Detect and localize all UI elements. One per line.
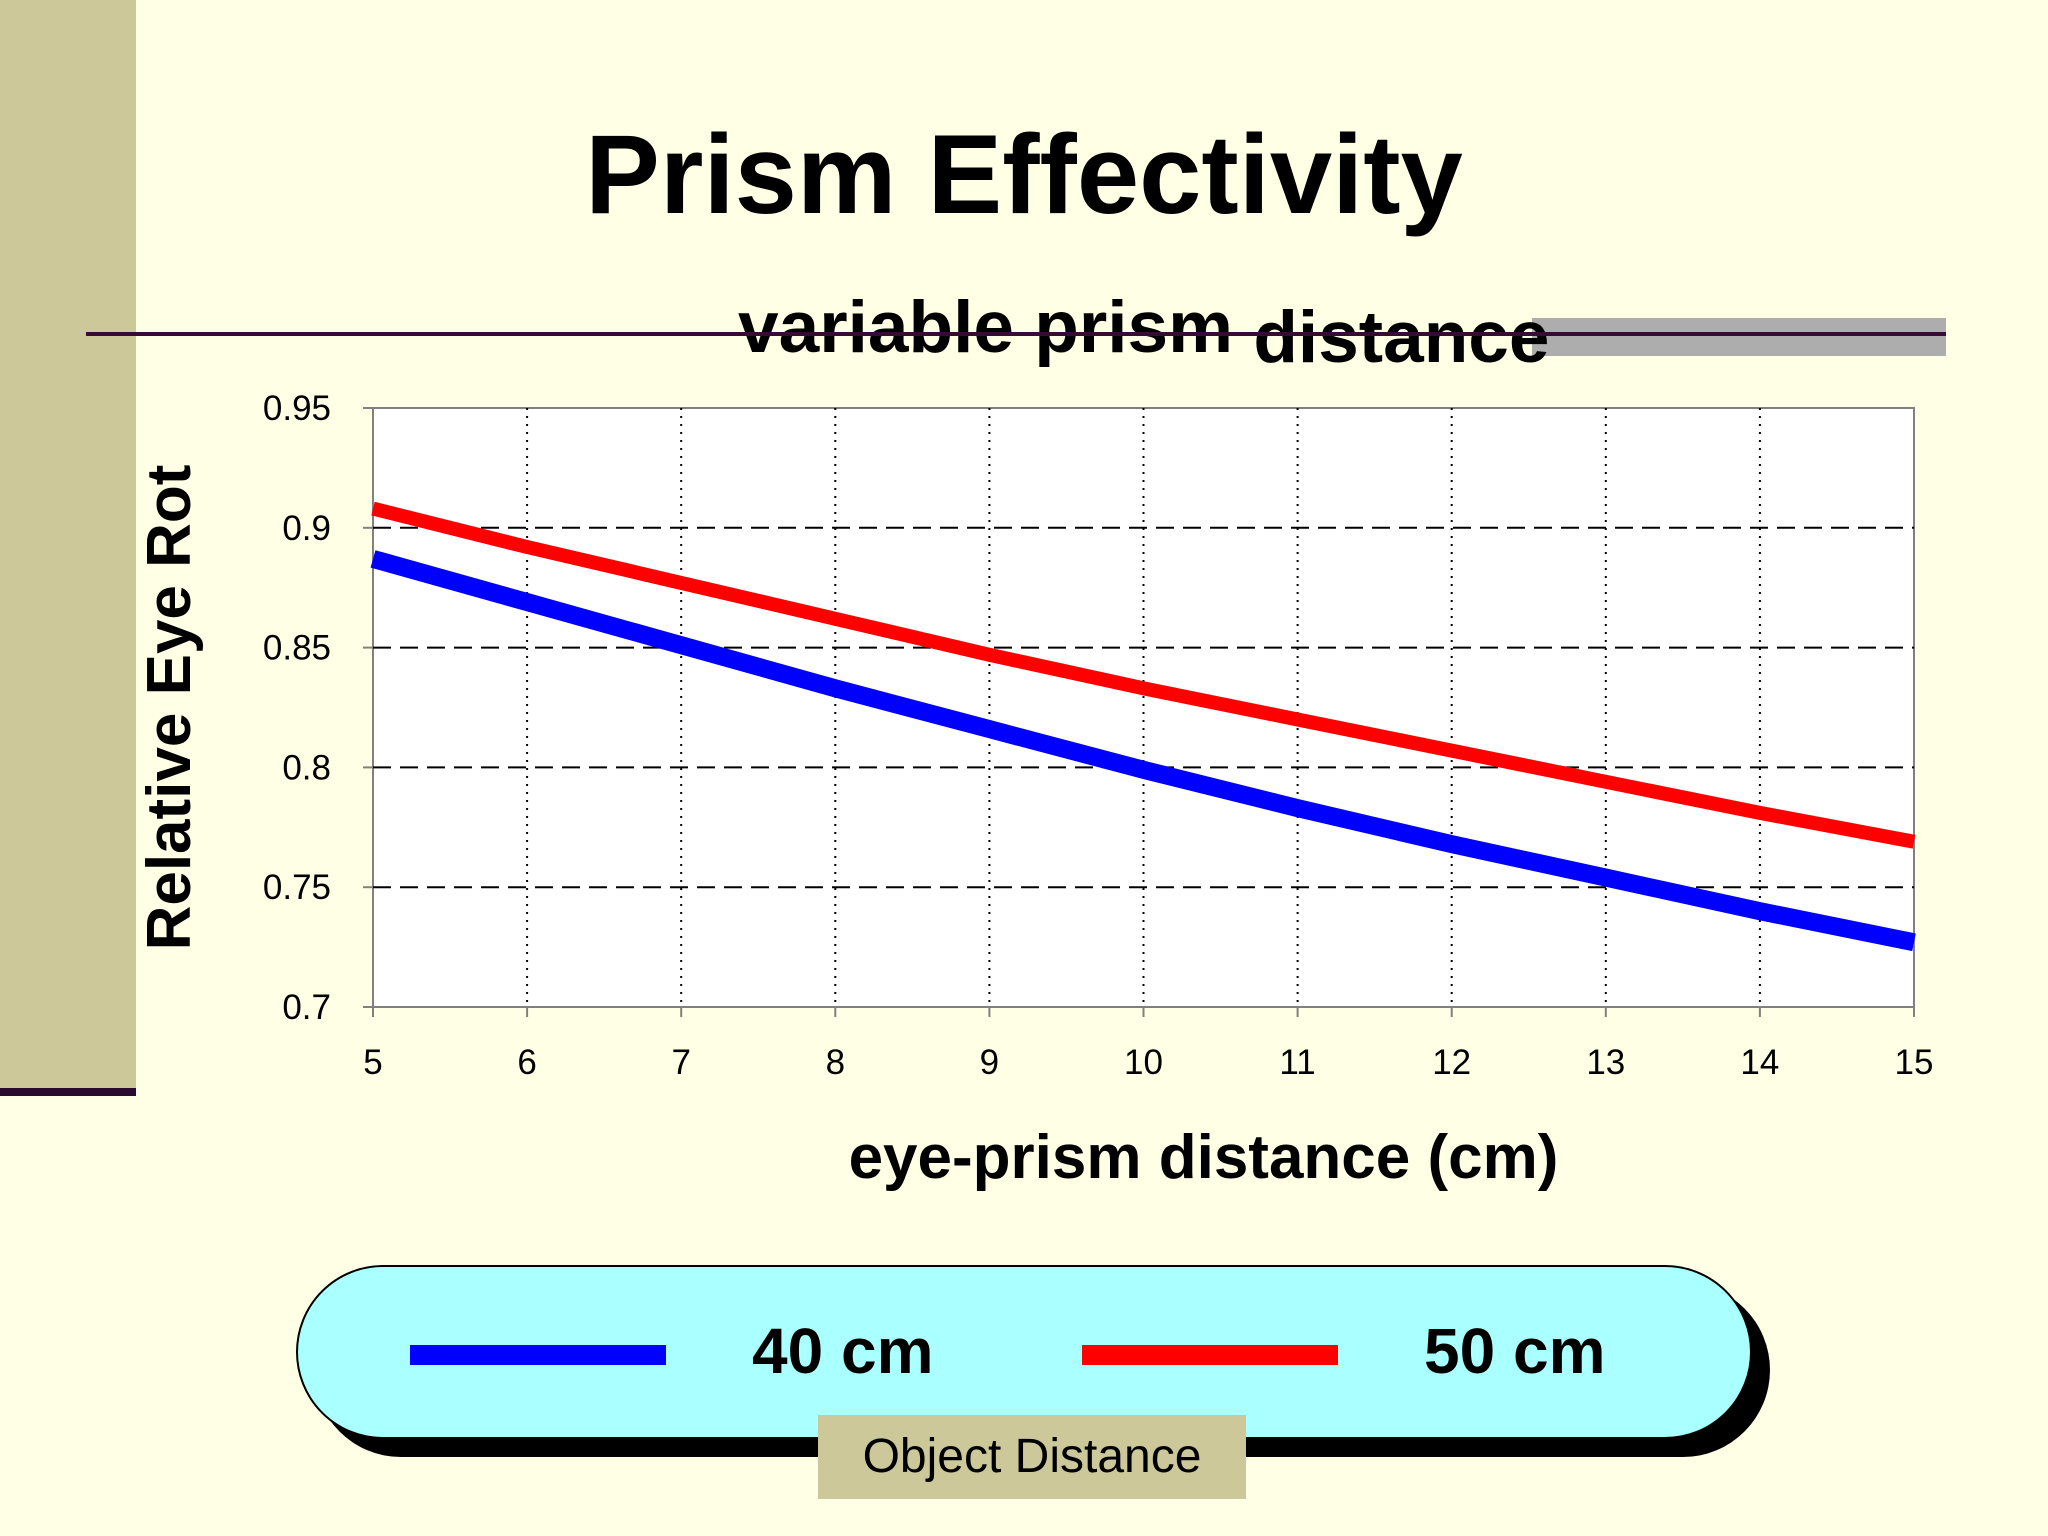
x-axis-title: eye-prism distance (cm) (849, 1123, 1559, 1192)
left-accent-underline (0, 1088, 136, 1096)
x-tick-label: 8 (826, 1043, 845, 1082)
axes (363, 407, 1915, 1017)
legend-swatch-40cm (410, 1345, 666, 1365)
series-line-50cm (371, 501, 1916, 849)
left-accent-bar (0, 0, 136, 1088)
x-tick-label: 10 (1124, 1043, 1163, 1082)
subtitle-sub-word: distance (1253, 297, 1550, 378)
slide-subtitle: variable prism distance (738, 287, 1550, 378)
x-tick-label: 12 (1432, 1043, 1471, 1082)
legend-label-40cm: 40 cm (752, 1315, 934, 1387)
y-tick-label: 0.85 (263, 629, 331, 668)
title-rule-gray-block (1532, 318, 1946, 356)
x-tick-label: 9 (980, 1043, 999, 1082)
y-tick-label: 0.95 (263, 389, 331, 428)
legend: 40 cm 50 cm (296, 1265, 1752, 1439)
y-tick-label: 0.8 (282, 748, 331, 787)
x-tick-label: 5 (363, 1043, 382, 1082)
title-rule (86, 332, 1946, 336)
series-lines (370, 501, 1916, 952)
x-tick-label: 11 (1279, 1043, 1315, 1082)
x-tick-label: 6 (517, 1043, 536, 1082)
series-line-40cm (370, 550, 1916, 952)
y-tick-label: 0.9 (282, 509, 331, 548)
y-tick-label: 0.75 (263, 868, 331, 907)
y-tick-label: 0.7 (282, 988, 331, 1027)
legend-swatch-50cm (1082, 1345, 1338, 1365)
y-tick-labels: 0.95 0.9 0.85 0.8 0.75 0.7 (263, 389, 331, 1027)
x-tick-label: 15 (1895, 1043, 1934, 1082)
slide-title: Prism Effectivity (585, 112, 1463, 237)
x-tick-label: 13 (1586, 1043, 1625, 1082)
x-tick-label: 14 (1740, 1043, 1779, 1082)
legend-title: Object Distance (818, 1415, 1246, 1499)
x-tick-label: 7 (671, 1043, 690, 1082)
legend-label-50cm: 50 cm (1424, 1315, 1606, 1387)
plot-area (372, 407, 1915, 1008)
y-axis-title: Relative Eye Rot (135, 465, 204, 951)
subtitle-main: variable prism (738, 287, 1254, 368)
x-tick-labels: 5 6 7 8 9 10 11 12 13 14 15 (363, 1043, 1933, 1082)
